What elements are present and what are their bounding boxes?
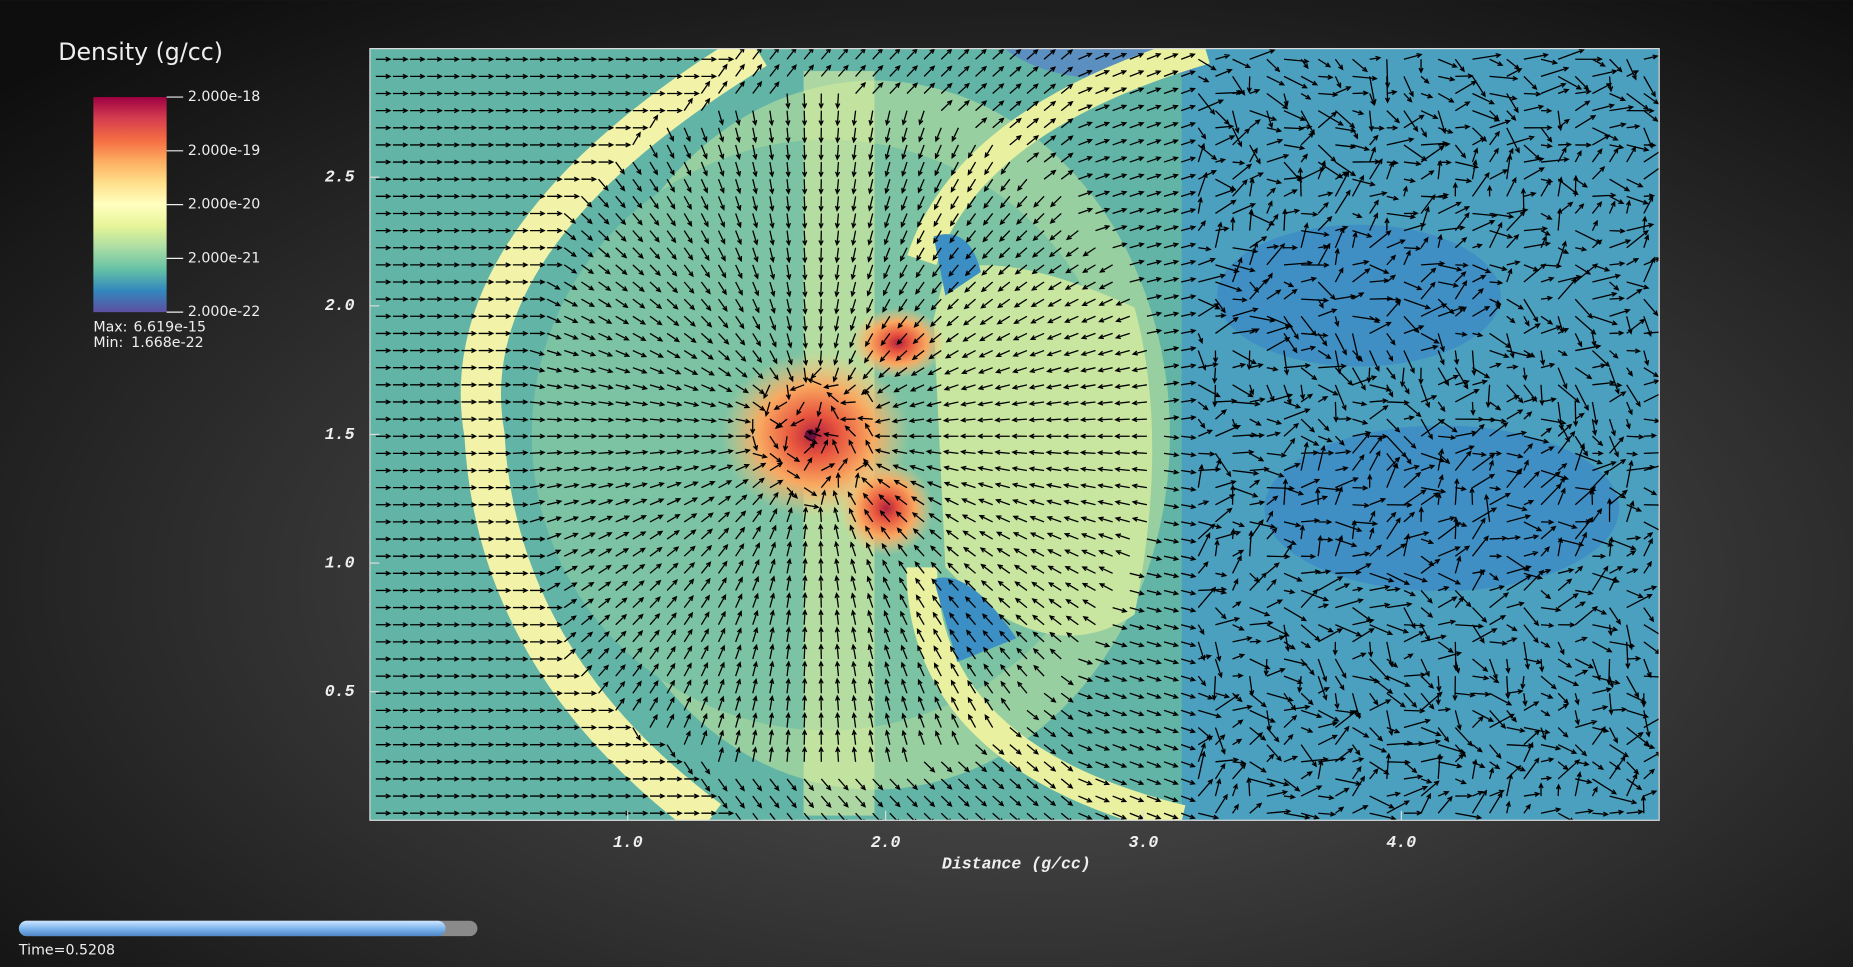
x-tick-label: 1.0 <box>613 833 643 852</box>
colorbar-tick-label: 2.000e-20 <box>188 197 260 213</box>
y-tick-label: 2.0 <box>325 296 355 315</box>
x-tick-label: 2.0 <box>871 833 901 852</box>
x-axis-label: Distance (g/cc) <box>942 854 1091 873</box>
time-slider-fill <box>18 920 446 937</box>
max-label: Max: <box>93 320 127 336</box>
x-tick-label: 3.0 <box>1129 833 1159 852</box>
colorbar-tick-label: 2.000e-19 <box>188 143 260 159</box>
colorbar-tick-label: 2.000e-22 <box>188 304 260 320</box>
y-tick-label: 1.0 <box>325 553 355 572</box>
max-value: 6.619e-15 <box>134 320 206 336</box>
colorbar-tick-label: 2.000e-21 <box>188 250 260 266</box>
y-tick-label: 1.5 <box>325 425 355 444</box>
min-label: Min: <box>93 335 123 351</box>
field <box>369 48 1660 821</box>
y-tick-label: 2.5 <box>325 168 355 187</box>
vector-field <box>375 48 1660 821</box>
colorbar-tick-label: 2.000e-18 <box>188 89 260 105</box>
time-label: Time=0.5208 <box>18 942 115 958</box>
colorbar <box>93 97 167 313</box>
x-tick-label: 4.0 <box>1386 833 1416 852</box>
y-tick-label: 0.5 <box>325 682 355 701</box>
min-value: 1.668e-22 <box>131 335 203 351</box>
title: Density (g/cc) <box>58 38 223 66</box>
